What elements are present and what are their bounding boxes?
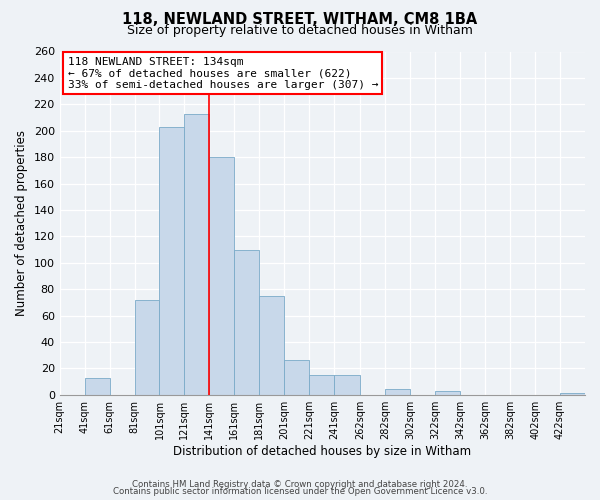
- Text: 118 NEWLAND STREET: 134sqm
← 67% of detached houses are smaller (622)
33% of sem: 118 NEWLAND STREET: 134sqm ← 67% of deta…: [68, 56, 378, 90]
- Text: Size of property relative to detached houses in Witham: Size of property relative to detached ho…: [127, 24, 473, 37]
- Bar: [134, 300, 160, 394]
- Bar: [235, 250, 259, 394]
- Bar: [259, 296, 284, 394]
- Bar: [385, 390, 410, 394]
- Bar: [184, 114, 209, 394]
- Text: 118, NEWLAND STREET, WITHAM, CM8 1BA: 118, NEWLAND STREET, WITHAM, CM8 1BA: [122, 12, 478, 28]
- Bar: [284, 360, 309, 394]
- Text: Contains HM Land Registry data © Crown copyright and database right 2024.: Contains HM Land Registry data © Crown c…: [132, 480, 468, 489]
- Bar: [160, 126, 184, 394]
- Bar: [209, 157, 235, 394]
- Text: Contains public sector information licensed under the Open Government Licence v3: Contains public sector information licen…: [113, 488, 487, 496]
- Bar: [309, 375, 334, 394]
- Bar: [85, 378, 110, 394]
- X-axis label: Distribution of detached houses by size in Witham: Distribution of detached houses by size …: [173, 444, 472, 458]
- Bar: [435, 390, 460, 394]
- Bar: [334, 375, 361, 394]
- Y-axis label: Number of detached properties: Number of detached properties: [15, 130, 28, 316]
